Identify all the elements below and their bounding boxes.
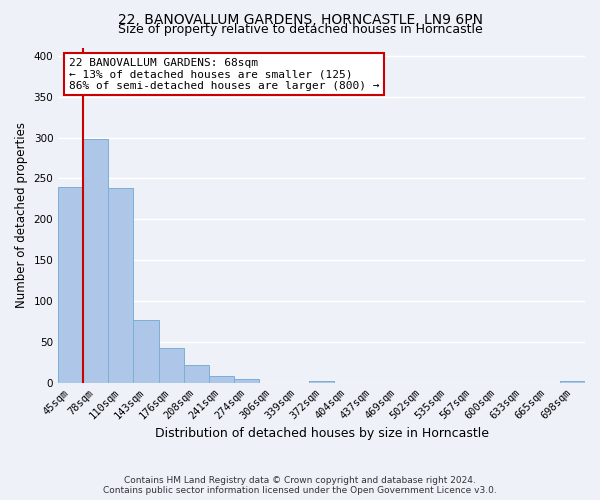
- Bar: [158, 348, 184, 383]
- Text: 22, BANOVALLUM GARDENS, HORNCASTLE, LN9 6PN: 22, BANOVALLUM GARDENS, HORNCASTLE, LN9 …: [118, 12, 482, 26]
- Bar: [309, 382, 334, 383]
- Y-axis label: Number of detached properties: Number of detached properties: [15, 122, 28, 308]
- Bar: [560, 380, 585, 383]
- Text: Size of property relative to detached houses in Horncastle: Size of property relative to detached ho…: [118, 22, 482, 36]
- Bar: [234, 379, 259, 383]
- Bar: [133, 320, 158, 383]
- Text: Contains HM Land Registry data © Crown copyright and database right 2024.
Contai: Contains HM Land Registry data © Crown c…: [103, 476, 497, 495]
- Bar: [184, 365, 209, 383]
- Bar: [83, 139, 109, 383]
- Bar: [209, 376, 234, 383]
- Bar: [109, 188, 133, 383]
- X-axis label: Distribution of detached houses by size in Horncastle: Distribution of detached houses by size …: [155, 427, 488, 440]
- Bar: [58, 186, 83, 383]
- Text: 22 BANOVALLUM GARDENS: 68sqm
← 13% of detached houses are smaller (125)
86% of s: 22 BANOVALLUM GARDENS: 68sqm ← 13% of de…: [69, 58, 379, 91]
